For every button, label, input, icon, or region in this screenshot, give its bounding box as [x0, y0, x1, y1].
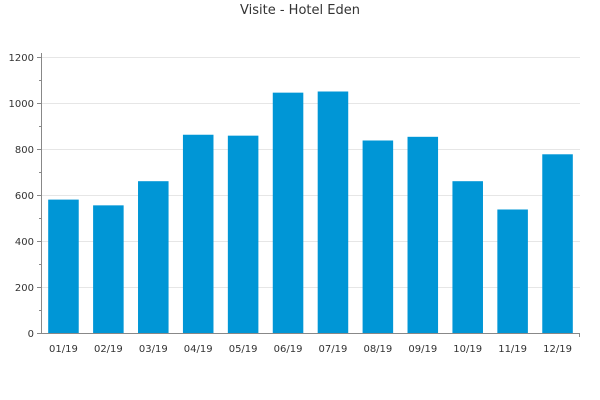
x-tick-label: 12/19 — [543, 344, 572, 355]
tick-labels: 0 200 400 600 800 1000 1200 01/19 02/19 03/19 04/1… — [9, 53, 572, 355]
x-tick-label: 10/19 — [453, 344, 482, 355]
x-tick-label: 11/19 — [498, 344, 527, 355]
y-tick-label: 600 — [15, 191, 34, 202]
axes — [37, 53, 580, 337]
y-tick-label: 0 — [28, 329, 34, 340]
y-tick-label: 400 — [15, 237, 34, 248]
x-tick-label: 04/19 — [184, 344, 213, 355]
bar — [317, 91, 349, 333]
y-tick-label: 200 — [15, 283, 34, 294]
bar — [93, 205, 124, 333]
x-tick-label: 06/19 — [274, 344, 303, 355]
x-tick-label: 02/19 — [94, 344, 123, 355]
y-tick-label: 1200 — [9, 53, 34, 64]
bar — [407, 136, 439, 333]
chart-title: Visite - Hotel Eden — [240, 3, 360, 18]
bar — [48, 199, 79, 333]
bar — [362, 140, 394, 333]
x-tick-label: 09/19 — [408, 344, 437, 355]
bars — [48, 91, 573, 334]
bar — [138, 181, 169, 333]
bar — [542, 154, 573, 333]
x-tick-label: 03/19 — [139, 344, 168, 355]
y-tick-label: 800 — [15, 145, 34, 156]
bar — [497, 209, 528, 333]
x-tick-label: 05/19 — [229, 344, 258, 355]
bar — [452, 181, 483, 333]
x-tick-label: 07/19 — [319, 344, 348, 355]
bar — [227, 135, 259, 333]
x-tick-label: 08/19 — [363, 344, 392, 355]
bar — [182, 134, 214, 333]
x-tick-label: 01/19 — [49, 344, 78, 355]
bar — [272, 92, 304, 334]
y-tick-label: 1000 — [9, 99, 34, 110]
grid-lines — [41, 57, 580, 288]
